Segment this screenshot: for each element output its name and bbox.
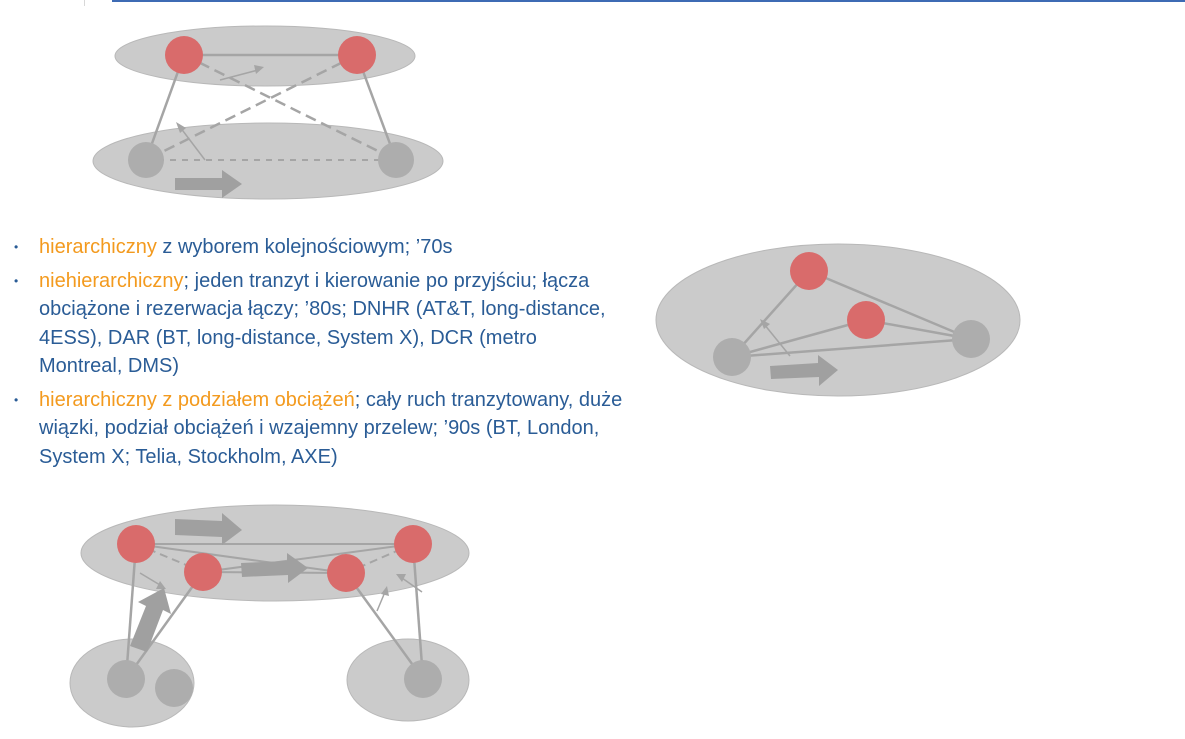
transit-node (117, 525, 155, 563)
access-link (411, 543, 425, 680)
overflow-arrow (179, 126, 206, 161)
bullet-icon: • (14, 273, 19, 288)
local-node (107, 660, 145, 698)
transit-link (135, 543, 347, 574)
link (808, 269, 972, 341)
traffic-arrow (770, 355, 838, 386)
local-node (128, 142, 164, 178)
access-link (124, 543, 138, 680)
bullet-highlight: hierarchiczny (39, 236, 157, 258)
overflow-link (145, 53, 358, 162)
traffic-arrow (130, 588, 171, 652)
bullet-text: z wyborem kolejnościowym; ’70s (156, 236, 453, 258)
arrow-head (156, 581, 166, 589)
bullet-text: ; jeden tranzyt i kierowanie po przyjści… (39, 269, 606, 378)
arrow-head (760, 319, 770, 329)
transit-link (202, 543, 414, 573)
bullet-icon: • (14, 240, 19, 254)
header-rule (112, 0, 1185, 2)
transit-node (338, 36, 376, 74)
overflow-link (183, 53, 397, 162)
local-node (155, 669, 193, 707)
link (731, 270, 810, 358)
transit-node (847, 301, 885, 339)
arrow-head (396, 574, 406, 582)
transit-node (165, 36, 203, 74)
transit-node (327, 554, 365, 592)
bullet-highlight: niehierarchiczny (39, 269, 184, 292)
bullet-highlight: hierarchiczny z podziałem obciążeń (39, 388, 355, 411)
transit-node (394, 525, 432, 563)
local-node (404, 660, 442, 698)
local-node (952, 320, 990, 358)
transit-node (184, 553, 222, 591)
link (731, 318, 867, 359)
traffic-arrow (175, 170, 242, 198)
bullet-icon: • (14, 392, 19, 407)
arrow-head (381, 586, 389, 596)
transit-node (790, 252, 828, 290)
arrow-head (176, 122, 186, 133)
overflow-arrow (763, 323, 791, 357)
bullet-list: • hierarchiczny z wyborem kolejnościowym… (14, 233, 624, 476)
bullet-item: • hierarchiczny z podziałem obciążeń; ca… (14, 386, 624, 472)
traffic-arrow (241, 553, 308, 583)
arrow-head (254, 65, 264, 74)
overflow-arrow (401, 577, 423, 593)
overflow-arrow (139, 572, 161, 586)
network-layer (655, 243, 1021, 397)
bullet-item: • hierarchiczny z wyborem kolejnościowym… (14, 233, 624, 262)
access-link (344, 572, 425, 680)
bullet-text: ; cały ruch tranzytowany, duże wiązki, p… (39, 388, 623, 468)
local-node (713, 338, 751, 376)
link (731, 337, 972, 359)
overflow-arrow (219, 69, 259, 81)
overflow-arrow (376, 591, 386, 612)
top-left-tick (84, 0, 85, 6)
local-node (378, 142, 414, 178)
access-link (124, 571, 205, 680)
traffic-arrow (175, 513, 242, 545)
bullet-item: • niehierarchiczny; jeden tranzyt i kier… (14, 267, 624, 381)
